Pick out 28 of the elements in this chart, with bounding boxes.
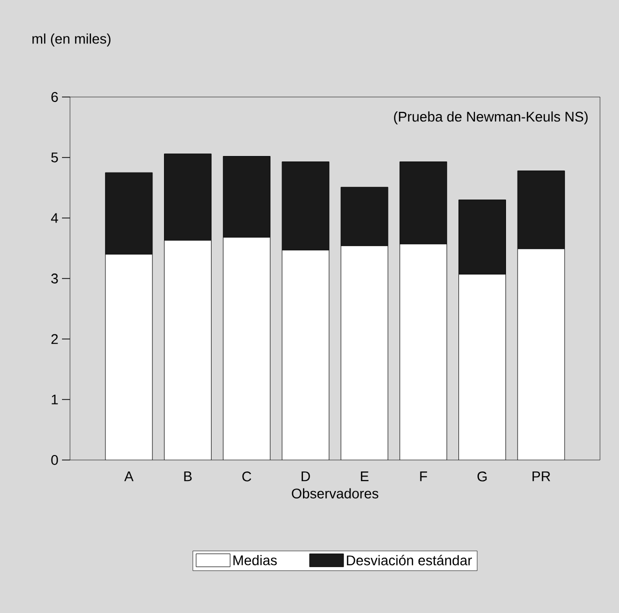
y-tick-label: 0	[51, 455, 58, 465]
bar	[223, 237, 270, 460]
y-tick-label: 3	[51, 274, 58, 284]
x-tick-label: F	[420, 472, 428, 482]
x-tick-label: B	[184, 472, 192, 482]
bar	[105, 254, 152, 460]
bar	[400, 244, 447, 460]
x-tick-label: E	[360, 472, 368, 482]
y-tick-label: 1	[52, 394, 58, 404]
bar	[458, 274, 506, 460]
annotation: (Prueba de Newman-Keuls NS)	[394, 111, 588, 124]
y-tick-label: 6	[51, 92, 58, 102]
x-axis-title: Observadores	[292, 488, 378, 498]
x-tick-label: D	[302, 472, 310, 482]
x-tick-label: C	[242, 472, 252, 482]
bar	[164, 240, 212, 460]
legend-label: Medias	[233, 555, 277, 566]
y-tick-label: 2	[51, 334, 58, 344]
bar	[282, 250, 330, 460]
x-tick-label: G	[478, 472, 487, 482]
bar	[340, 246, 388, 460]
bar	[517, 248, 565, 460]
x-tick-label: PR	[532, 472, 550, 482]
y-tick-label: 4	[51, 213, 58, 223]
x-tick-label: A	[124, 472, 134, 482]
y-tick-label: 5	[51, 152, 58, 162]
legend-label: Desviación estándar	[346, 554, 472, 566]
y-axis-title: ml (en miles)	[32, 33, 110, 46]
